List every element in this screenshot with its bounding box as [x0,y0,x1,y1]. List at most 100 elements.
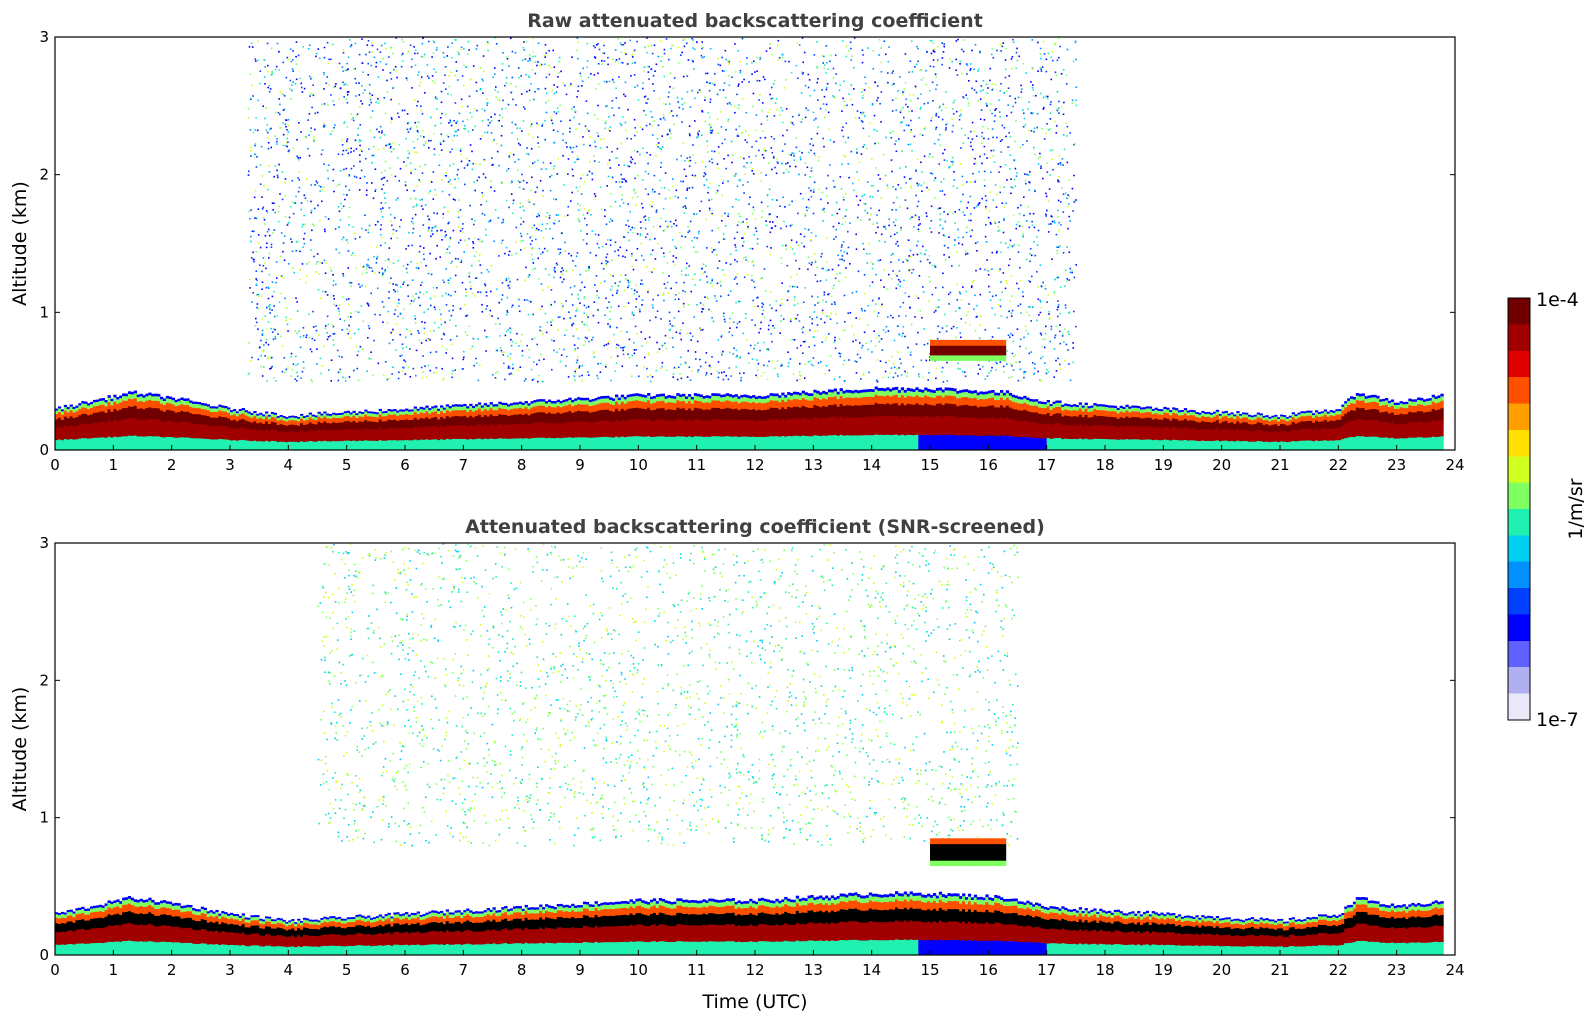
noise-speckle [789,224,792,227]
noise-speckle [260,145,263,148]
noise-speckle [262,350,264,353]
noise-speckle [397,315,399,318]
noise-speckle [787,290,790,292]
noise-speckle [441,190,444,193]
noise-speckle [616,326,618,329]
noise-speckle [934,196,936,199]
noise-speckle [917,331,919,334]
noise-speckle [302,327,305,329]
noise-speckle [926,342,929,345]
noise-speckle [312,326,315,328]
noise-speckle [516,278,519,281]
noise-speckle [869,285,871,287]
noise-speckle [476,179,478,182]
noise-speckle [844,380,846,382]
noise-speckle [682,142,685,144]
noise-speckle [282,242,285,244]
noise-speckle [947,247,949,249]
noise-speckle [1046,95,1049,98]
noise-speckle [1033,127,1036,130]
noise-speckle [796,286,799,288]
noise-speckle [945,91,947,93]
noise-speckle [909,217,911,220]
noise-speckle [759,93,761,96]
noise-speckle [611,151,613,153]
heatmap-raw [55,37,1444,450]
noise-speckle [390,213,392,216]
noise-speckle [576,308,579,311]
noise-speckle [648,354,650,356]
noise-speckle [765,348,768,351]
noise-speckle [610,306,612,308]
noise-speckle [781,302,784,305]
noise-speckle [661,365,663,368]
noise-speckle [746,221,748,224]
noise-speckle [486,41,489,43]
noise-speckle [574,379,576,382]
noise-speckle [401,60,404,62]
noise-speckle [680,270,683,272]
noise-speckle [1015,67,1018,70]
noise-speckle [1011,334,1014,337]
noise-speckle [706,140,708,142]
noise-speckle [708,308,710,311]
noise-speckle [534,202,536,205]
noise-speckle [323,122,325,124]
noise-speckle [511,373,513,375]
noise-speckle [321,188,324,191]
noise-speckle [353,150,355,152]
noise-speckle [502,52,504,54]
noise-speckle [757,305,759,307]
noise-speckle [395,37,398,39]
noise-speckle [498,164,500,167]
noise-speckle [548,64,551,67]
noise-speckle [761,210,764,213]
noise-speckle [337,379,340,382]
noise-speckle [771,97,774,99]
noise-speckle [833,378,836,381]
noise-speckle [919,310,922,312]
noise-speckle [327,62,330,65]
noise-speckle [295,355,297,358]
noise-speckle [1006,179,1008,181]
noise-speckle [517,142,520,145]
noise-speckle [308,261,311,263]
noise-speckle [576,37,579,39]
noise-speckle [339,219,342,221]
noise-speckle [674,245,676,248]
noise-speckle [618,164,620,166]
noise-speckle [586,337,588,340]
noise-speckle [1042,96,1045,99]
noise-speckle [355,95,357,97]
noise-speckle [897,90,899,92]
noise-speckle [374,188,377,191]
noise-speckle [456,120,459,123]
noise-speckle [647,193,650,196]
noise-speckle [504,378,506,381]
noise-speckle [662,65,664,68]
noise-speckle [874,142,876,145]
noise-speckle [436,108,438,110]
noise-speckle [941,118,944,121]
noise-speckle [611,259,613,261]
noise-speckle [569,146,572,149]
noise-speckle [1052,149,1054,151]
noise-speckle [343,168,345,171]
noise-speckle [427,272,430,275]
noise-speckle [253,230,255,233]
noise-speckle [550,174,553,177]
noise-speckle [341,153,344,156]
noise-speckle [973,279,975,282]
noise-speckle [872,68,875,70]
noise-speckle [892,221,895,224]
noise-speckle [406,113,409,115]
noise-speckle [659,179,661,182]
noise-speckle [382,207,384,209]
noise-speckle [943,43,945,45]
noise-speckle [450,71,452,74]
noise-speckle [1039,301,1042,303]
noise-speckle [514,161,516,163]
noise-speckle [386,79,388,82]
noise-speckle [662,272,664,274]
noise-speckle [860,120,863,122]
